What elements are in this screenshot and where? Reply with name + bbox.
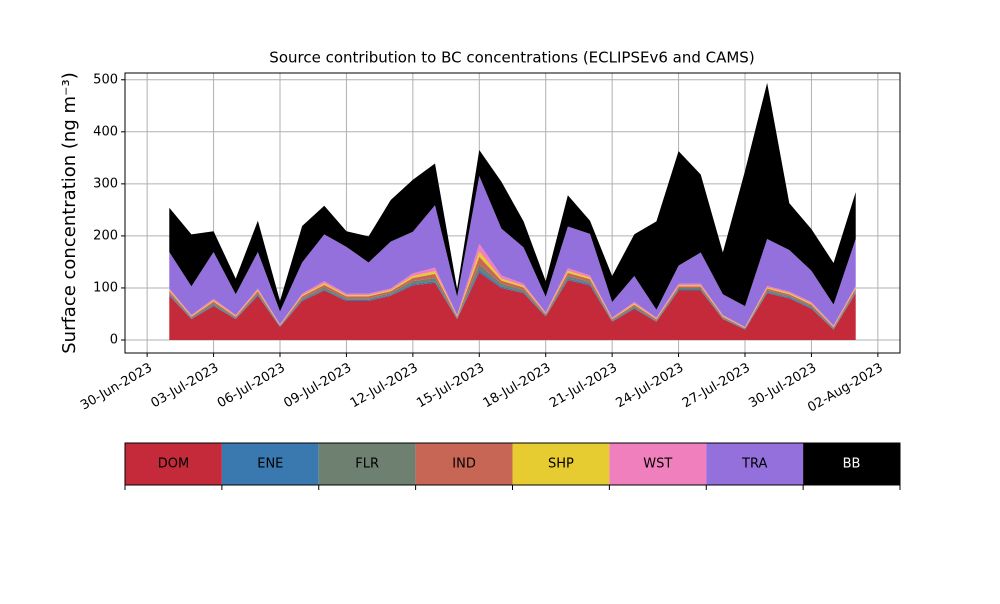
area <box>169 272 856 340</box>
y-axis-label: Surface concentration (ng m⁻³) <box>59 72 80 354</box>
legend-frame <box>124 442 901 486</box>
legend-label: TRA <box>741 457 767 472</box>
legend-label: BB <box>843 457 861 472</box>
legend-swatch <box>415 443 513 485</box>
legend-swatch <box>125 443 222 485</box>
legend-swatch <box>318 443 416 485</box>
y-tick-label: 100 <box>93 280 118 295</box>
y-tick-label: 400 <box>93 124 118 139</box>
legend-label: WST <box>643 457 672 472</box>
area <box>169 264 856 330</box>
legend-swatch <box>512 443 610 485</box>
chart-title: Source contribution to BC concentrations… <box>269 49 754 67</box>
y-tick-label: 200 <box>93 228 118 243</box>
legend-label: FLR <box>355 457 379 472</box>
legend-swatch <box>221 443 319 485</box>
area <box>169 176 856 327</box>
y-tick-label: 500 <box>93 72 118 87</box>
y-tick-label: 300 <box>93 176 118 191</box>
legend-label: ENE <box>257 457 283 472</box>
plot-frame <box>124 72 901 354</box>
legend-label: IND <box>452 457 476 472</box>
legend-swatch <box>803 443 900 485</box>
legend-swatch <box>706 443 804 485</box>
y-tick-label: 0 <box>110 332 118 347</box>
legend-swatch <box>609 443 707 485</box>
legend-label: DOM <box>158 457 189 472</box>
area <box>169 82 856 312</box>
legend-label: SHP <box>548 457 574 472</box>
